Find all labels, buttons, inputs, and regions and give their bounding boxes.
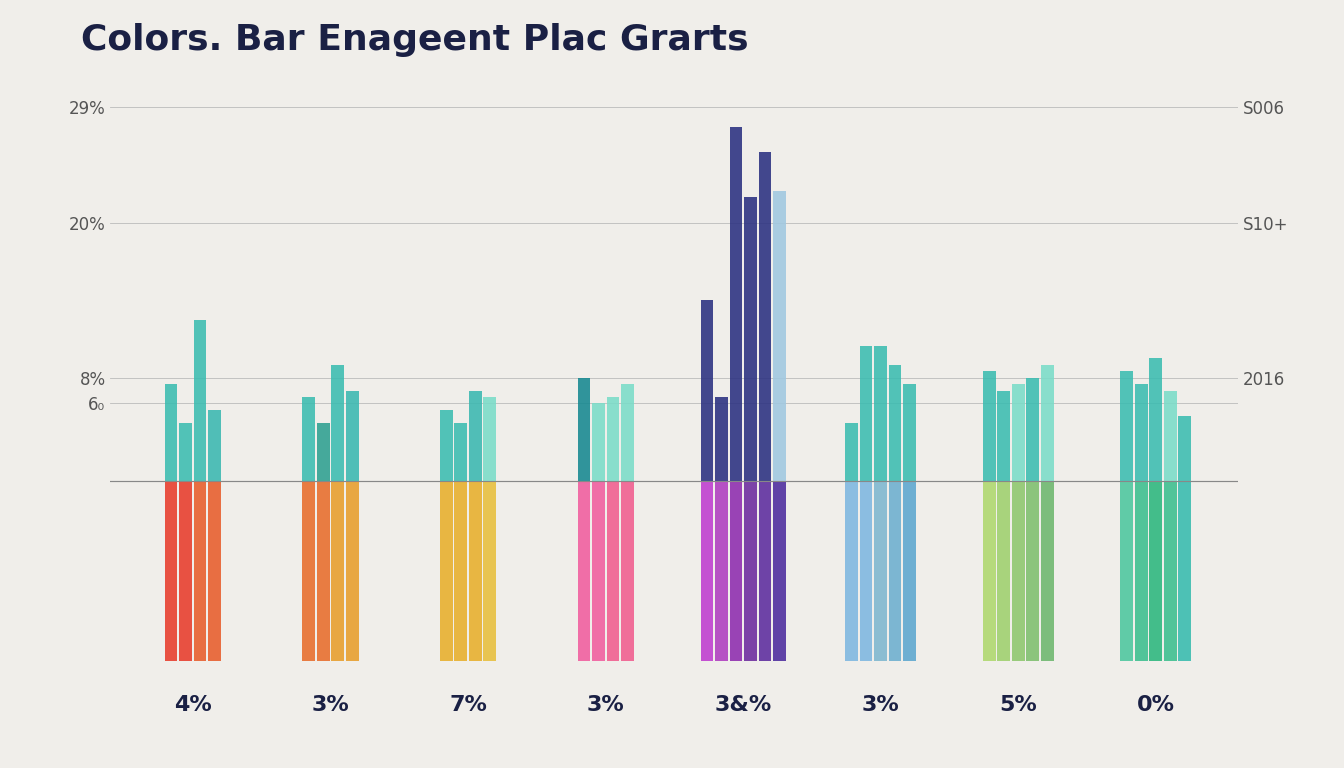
Bar [1134, 384, 1148, 481]
Bar [730, 481, 742, 661]
Bar [715, 481, 727, 661]
Bar [875, 481, 887, 661]
Bar [758, 152, 771, 481]
Bar [194, 481, 207, 661]
Bar [621, 384, 633, 481]
Bar [903, 481, 917, 661]
Bar [1134, 481, 1148, 661]
Bar [317, 422, 329, 481]
Bar [997, 391, 1011, 481]
Bar [745, 481, 757, 661]
Bar [745, 197, 757, 481]
Bar [454, 422, 468, 481]
Bar [903, 384, 917, 481]
Bar [484, 481, 496, 661]
Bar [179, 422, 192, 481]
Bar [591, 481, 605, 661]
Bar [1121, 481, 1133, 661]
Bar [165, 481, 177, 661]
Bar [578, 378, 590, 481]
Bar [1121, 371, 1133, 481]
Bar [484, 397, 496, 481]
Bar [179, 481, 192, 661]
Bar [773, 481, 786, 661]
Bar [715, 397, 727, 481]
Bar [1027, 378, 1039, 481]
Bar [860, 346, 872, 481]
Bar [165, 384, 177, 481]
Bar [194, 319, 207, 481]
Text: Colors. Bar Enageent Plac Grarts: Colors. Bar Enageent Plac Grarts [81, 23, 749, 57]
Bar [888, 365, 902, 481]
Bar [208, 410, 220, 481]
Bar [469, 481, 481, 661]
Bar [1149, 359, 1163, 481]
Bar [700, 481, 714, 661]
Bar [1149, 481, 1163, 661]
Bar [317, 481, 329, 661]
Bar [439, 481, 453, 661]
Bar [1027, 481, 1039, 661]
Bar [1179, 416, 1191, 481]
Bar [758, 481, 771, 661]
Bar [439, 410, 453, 481]
Bar [606, 397, 620, 481]
Bar [845, 422, 857, 481]
Bar [982, 481, 996, 661]
Bar [578, 481, 590, 661]
Bar [345, 391, 359, 481]
Bar [332, 365, 344, 481]
Bar [1012, 384, 1024, 481]
Bar [845, 481, 857, 661]
Bar [875, 346, 887, 481]
Bar [773, 191, 786, 481]
Bar [1042, 481, 1054, 661]
Bar [997, 481, 1011, 661]
Bar [1164, 391, 1176, 481]
Bar [1042, 365, 1054, 481]
Bar [302, 481, 314, 661]
Bar [700, 300, 714, 481]
Bar [621, 481, 633, 661]
Bar [1164, 481, 1176, 661]
Bar [888, 481, 902, 661]
Bar [454, 481, 468, 661]
Bar [982, 371, 996, 481]
Bar [332, 481, 344, 661]
Bar [860, 481, 872, 661]
Bar [469, 391, 481, 481]
Bar [591, 403, 605, 481]
Bar [606, 481, 620, 661]
Bar [1179, 481, 1191, 661]
Bar [302, 397, 314, 481]
Bar [1012, 481, 1024, 661]
Bar [208, 481, 220, 661]
Bar [730, 127, 742, 481]
Bar [345, 481, 359, 661]
